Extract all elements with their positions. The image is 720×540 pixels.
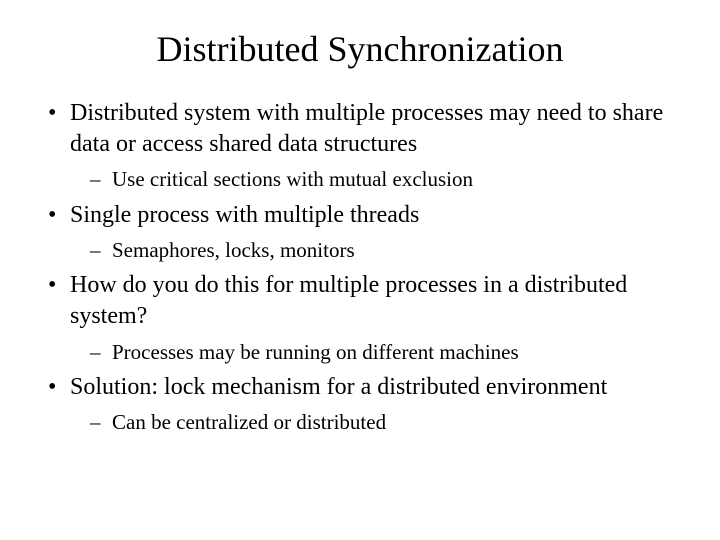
sub-bullet-list: Use critical sections with mutual exclus… <box>70 166 690 193</box>
sub-bullet-item: Use critical sections with mutual exclus… <box>90 166 690 193</box>
slide-title: Distributed Synchronization <box>30 28 690 70</box>
bullet-item: Single process with multiple threads Sem… <box>48 200 690 264</box>
slide-content: Distributed system with multiple process… <box>30 98 690 436</box>
bullet-list: Distributed system with multiple process… <box>30 98 690 436</box>
bullet-item: Solution: lock mechanism for a distribut… <box>48 372 690 436</box>
bullet-item: How do you do this for multiple processe… <box>48 270 690 366</box>
sub-bullet-text: Processes may be running on different ma… <box>112 340 519 364</box>
sub-bullet-item: Semaphores, locks, monitors <box>90 237 690 264</box>
sub-bullet-text: Can be centralized or distributed <box>112 410 386 434</box>
bullet-text: Distributed system with multiple process… <box>70 100 663 157</box>
sub-bullet-item: Processes may be running on different ma… <box>90 339 690 366</box>
sub-bullet-list: Processes may be running on different ma… <box>70 339 690 366</box>
bullet-text: Solution: lock mechanism for a distribut… <box>70 374 607 400</box>
sub-bullet-list: Semaphores, locks, monitors <box>70 237 690 264</box>
sub-bullet-text: Semaphores, locks, monitors <box>112 238 355 262</box>
bullet-item: Distributed system with multiple process… <box>48 98 690 194</box>
sub-bullet-item: Can be centralized or distributed <box>90 409 690 436</box>
sub-bullet-list: Can be centralized or distributed <box>70 409 690 436</box>
sub-bullet-text: Use critical sections with mutual exclus… <box>112 167 473 191</box>
bullet-text: Single process with multiple threads <box>70 202 419 228</box>
bullet-text: How do you do this for multiple processe… <box>70 272 627 329</box>
